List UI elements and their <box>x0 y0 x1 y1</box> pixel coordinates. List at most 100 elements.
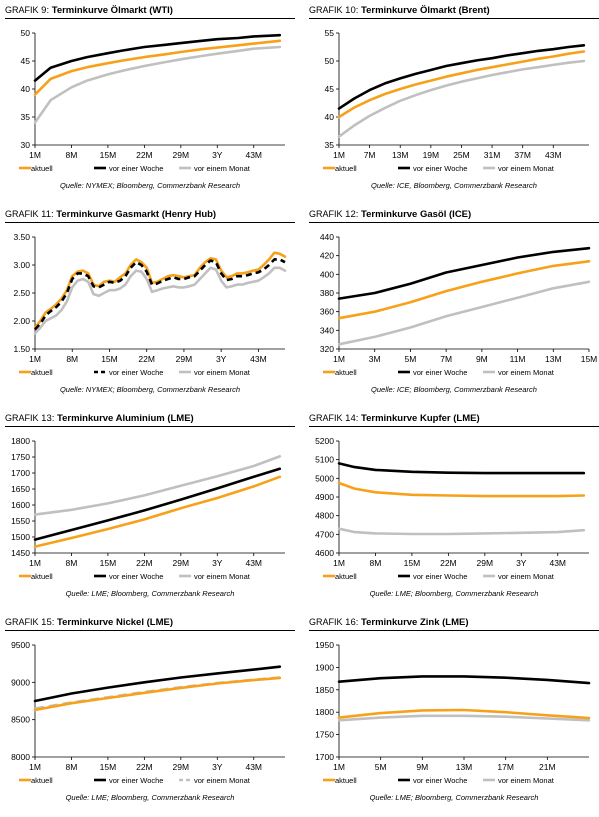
y-tick-label: 5100 <box>315 455 334 465</box>
y-tick-label: 1550 <box>11 516 30 526</box>
x-tick-label: 15M <box>581 354 598 364</box>
x-tick-label: 29M <box>477 558 494 568</box>
series-line-woche <box>337 462 586 475</box>
series-line-aktuell <box>33 475 282 548</box>
chart-label-grafik: GRAFIK <box>5 617 39 627</box>
y-tick-label: 1700 <box>315 752 334 762</box>
chart-svg: 1450 1500 1550 1600 1650 1700 1750 1800 1M 8M 15M 2… <box>11 436 285 581</box>
legend-label: aktuell <box>335 164 357 173</box>
chart-title-text: Terminkurve Kupfer (LME) <box>361 413 480 424</box>
y-tick-label: 1850 <box>315 685 334 695</box>
y-tick-label: 45 <box>325 84 335 94</box>
chart-source: Quelle: NYMEX; Bloomberg, Commerzbank Re… <box>59 385 241 394</box>
x-tick-label: 43M <box>245 558 262 568</box>
chart-title-text: Terminkurve Ölmarkt (Brent) <box>361 5 490 16</box>
chart-panel: GRAFIK 11: Terminkurve Gasmarkt (Henry H… <box>5 209 295 409</box>
x-tick-label: 43M <box>549 558 566 568</box>
x-tick-label: 15M <box>101 354 118 364</box>
x-tick-label: 43M <box>250 354 267 364</box>
legend-label: vor einem Monat <box>498 164 555 173</box>
legend-label: vor einem Monat <box>194 368 251 377</box>
x-tick-label: 29M <box>176 354 193 364</box>
x-tick-label: 43M <box>545 150 562 160</box>
legend-label: vor einer Woche <box>109 368 163 377</box>
series-line-woche <box>34 258 286 331</box>
x-tick-label: 15M <box>100 762 117 772</box>
x-tick-label: 29M <box>173 150 190 160</box>
y-tick-label: 9500 <box>11 640 30 650</box>
y-tick-label: 3.00 <box>13 260 30 270</box>
x-tick-label: 1M <box>29 150 41 160</box>
y-tick-label: 50 <box>325 56 335 66</box>
x-tick-label: 13M <box>545 354 562 364</box>
chart-number: 16: <box>342 617 362 628</box>
y-tick-label: 1900 <box>315 662 334 672</box>
legend-label: vor einem Monat <box>194 164 251 173</box>
y-tick-label: 50 <box>21 28 31 38</box>
chart-source: Quelle: LME; Bloomberg, Commerzbank Rese… <box>65 793 235 802</box>
chart-panel: GRAFIK 13: Terminkurve Aluminium (LME) 14… <box>5 413 295 613</box>
x-tick-label: 9M <box>416 762 428 772</box>
chart-number: 14: <box>342 413 362 424</box>
x-tick-label: 17M <box>497 762 514 772</box>
y-tick-label: 40 <box>325 112 335 122</box>
y-tick-label: 1800 <box>11 436 30 446</box>
y-tick-label: 1500 <box>11 532 30 542</box>
legend-label: vor einer Woche <box>413 572 467 581</box>
x-tick-label: 19M <box>423 150 440 160</box>
y-tick-label: 1950 <box>315 640 334 650</box>
y-tick-label: 400 <box>320 269 334 279</box>
x-tick-label: 37M <box>514 150 531 160</box>
series-line-monat <box>337 527 586 536</box>
series-line-woche <box>337 246 591 300</box>
x-tick-label: 3Y <box>212 558 223 568</box>
series-line-monat <box>33 455 282 516</box>
x-tick-label: 7M <box>364 150 376 160</box>
chart-panel: GRAFIK 12: Terminkurve Gasöl (ICE) 320 340… <box>309 209 599 409</box>
x-tick-label: 5M <box>375 762 387 772</box>
title-rule <box>309 630 599 631</box>
chart-label-grafik: GRAFIK <box>309 413 343 423</box>
chart-source: Quelle: ICE; Bloomberg, Commerzbank Rese… <box>371 385 537 394</box>
chart-title-text: Terminkurve Ölmarkt (WTI) <box>51 5 173 16</box>
series-line-aktuell <box>337 50 586 119</box>
chart-label-grafik: GRAFIK <box>5 413 39 423</box>
x-tick-label: 22M <box>440 558 457 568</box>
x-tick-label: 1M <box>333 150 345 160</box>
y-tick-label: 4900 <box>315 492 334 502</box>
x-tick-label: 3Y <box>212 150 223 160</box>
x-tick-label: 15M <box>100 558 117 568</box>
chart-number: 9: <box>38 5 52 16</box>
y-tick-label: 1750 <box>11 452 30 462</box>
x-tick-label: 9M <box>476 354 488 364</box>
y-tick-label: 5200 <box>315 436 334 446</box>
x-tick-label: 13M <box>392 150 409 160</box>
chart-svg: 4600 4700 4800 4900 5000 5100 5200 1M 8M 15M 22M 29… <box>315 436 589 581</box>
legend-label: aktuell <box>31 368 53 377</box>
chart-source: Quelle: LME; Bloomberg, Commerzbank Rese… <box>369 589 539 598</box>
chart-source: Quelle: LME; Bloomberg, Commerzbank Rese… <box>369 793 539 802</box>
chart-title: GRAFIK 14: Terminkurve Kupfer (LME) <box>309 413 480 424</box>
series-line-monat <box>33 266 287 335</box>
y-tick-label: 8000 <box>11 752 30 762</box>
x-tick-label: 1M <box>29 354 41 364</box>
legend-label: vor einer Woche <box>413 164 467 173</box>
x-tick-label: 11M <box>510 354 526 364</box>
series-line-aktuell <box>337 259 591 320</box>
x-tick-label: 1M <box>29 762 41 772</box>
legend-label: vor einem Monat <box>194 776 251 785</box>
legend-label: vor einer Woche <box>413 368 467 377</box>
x-tick-label: 8M <box>66 558 78 568</box>
y-tick-label: 5000 <box>315 473 334 483</box>
x-tick-label: 22M <box>136 150 153 160</box>
y-tick-label: 1650 <box>11 484 30 494</box>
x-tick-label: 3Y <box>212 762 223 772</box>
y-tick-label: 1600 <box>11 500 30 510</box>
x-tick-label: 22M <box>138 354 155 364</box>
x-tick-label: 29M <box>173 762 190 772</box>
x-tick-label: 15M <box>100 150 117 160</box>
chart-title-text: Terminkurve Gasöl (ICE) <box>361 209 472 220</box>
x-tick-label: 25M <box>453 150 470 160</box>
chart-svg: 1700 1750 1800 1850 1900 1950 1M 5M 9M 13M 17M 21M a… <box>315 640 591 785</box>
y-tick-label: 1450 <box>11 548 30 558</box>
